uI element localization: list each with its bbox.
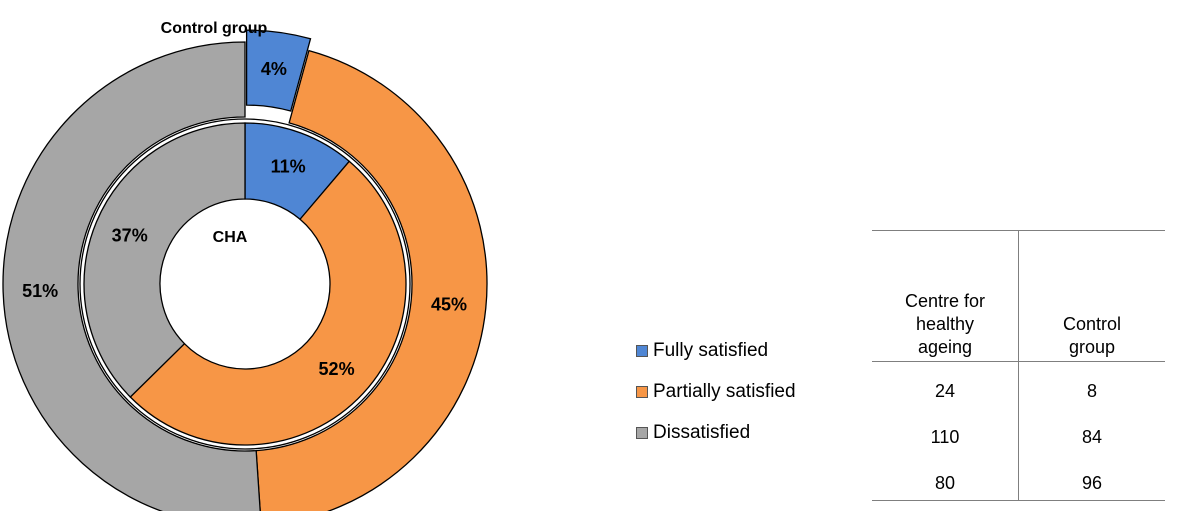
table-cell: 24	[934, 381, 956, 401]
percent-label: 4%	[261, 59, 287, 79]
percent-label: 37%	[112, 226, 148, 246]
legend-item-partially-satisfied: Partially satisfied	[636, 381, 796, 403]
table-cell: 84	[1018, 408, 1165, 454]
percent-label: 52%	[319, 359, 355, 379]
slice-dissatisfied	[2, 41, 261, 511]
ring-separator	[79, 118, 411, 450]
table-cell: 110	[930, 427, 960, 447]
legend-item-fully-satisfied: Fully satisfied	[636, 340, 796, 362]
table-row: 24 8	[872, 361, 1165, 408]
legend-swatch	[636, 345, 648, 357]
legend-label: Dissatisfied	[653, 422, 751, 443]
percent-label: 51%	[22, 281, 58, 301]
percent-label: 11%	[271, 157, 306, 177]
inner-ring-title: CHA	[213, 229, 248, 246]
slice-dissatisfied	[83, 122, 246, 398]
table-cell: 96	[1018, 454, 1165, 501]
percent-labels: 4% 45% 51% 11% 52% 37%	[22, 59, 467, 379]
table-cell: 80	[872, 454, 1019, 501]
table-row: 110 84	[872, 408, 1165, 454]
legend-item-dissatisfied: Dissatisfied	[636, 422, 796, 444]
legend-swatch	[636, 427, 648, 439]
legend: Fully satisfied Partially satisfied Diss…	[636, 340, 796, 463]
doughnut-chart: 4% 45% 51% 11% 52% 37% Control group CHA	[2, 20, 488, 511]
table-header-row: Centre for healthy ageing Control group	[872, 230, 1165, 362]
data-table: Centre for healthy ageing Control group 24 …	[872, 230, 1165, 501]
outer-ring-control-group	[2, 29, 488, 511]
slice-partially-satisfied	[255, 49, 488, 511]
percent-label: 45%	[431, 295, 467, 315]
legend-label: Fully satisfied	[653, 340, 769, 361]
inner-ring-cha	[79, 118, 411, 450]
column-header-centre-for-healthy-ageing: Centre for healthy ageing	[872, 230, 1019, 362]
table-cell: 8	[1018, 361, 1165, 408]
legend-label: Partially satisfied	[653, 381, 796, 402]
outer-ring-title: Control group	[161, 20, 268, 37]
table-row: 80 96	[872, 454, 1165, 501]
slice-partially-satisfied	[129, 160, 407, 446]
legend-swatch	[636, 386, 648, 398]
slice-fully-satisfied	[245, 29, 312, 112]
column-header-control-group: Control group	[1018, 230, 1165, 362]
